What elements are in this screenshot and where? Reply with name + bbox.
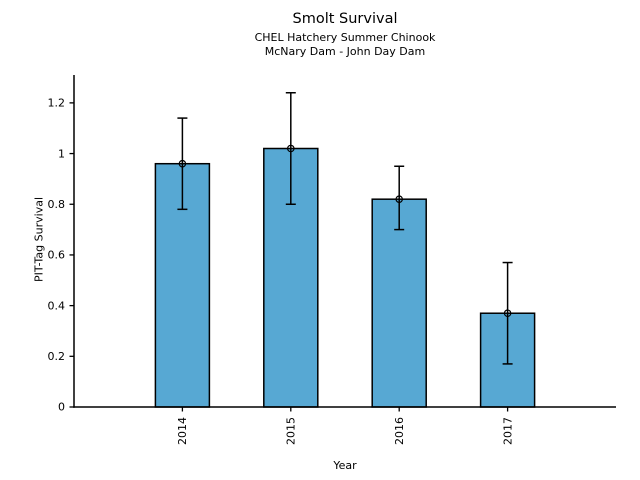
x-tick-label: 2014 [176,417,189,445]
y-tick-label: 0.4 [48,299,66,312]
chart-title: Smolt Survival [292,11,398,27]
marker-circle-2017 [503,309,512,318]
y-tick-label: 0.8 [48,198,66,211]
y-tick-label: 1.2 [48,97,66,110]
x-tick-label: 2016 [393,417,406,445]
x-axis-title: Year [333,459,357,472]
x-tick-label: 2017 [501,417,514,445]
x-tick-label: 2015 [285,417,298,445]
y-tick-label: 0.6 [48,249,66,262]
title-block: Smolt Survival CHEL Hatchery Summer Chin… [74,10,616,59]
y-tick-label: 0 [58,401,65,414]
marker-circle-2016 [395,195,404,203]
chart-subtitle-line-1: CHEL Hatchery Summer Chinook [254,31,436,45]
marker-circle-2015 [286,144,295,153]
y-tick-label: 1 [58,147,65,160]
bar-2016 [371,198,427,408]
chart-subtitle-line-2: McNary Dam - John Day Dam [264,44,426,58]
y-tick-label: 0.2 [48,350,66,363]
marker-circle-2014 [178,159,187,168]
